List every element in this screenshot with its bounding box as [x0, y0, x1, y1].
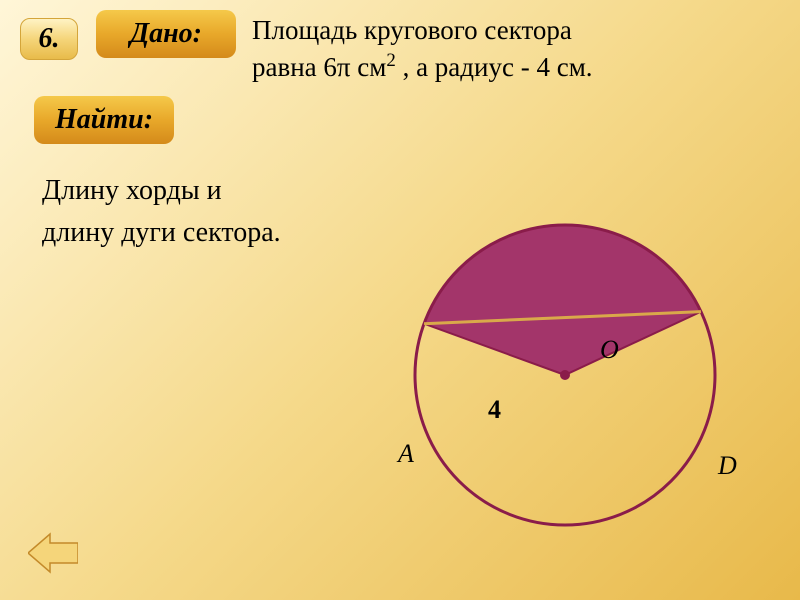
sector-fill [424, 225, 701, 375]
given-badge: Дано: [96, 10, 236, 58]
find-line1: Длину хорды и [42, 175, 222, 206]
label-r4: 4 [488, 395, 501, 424]
center-point [560, 370, 570, 380]
geometry-diagram: O A D 4 [360, 200, 770, 580]
problem-line1: Площадь кругового сектора [252, 15, 572, 45]
find-label: Найти: [55, 104, 153, 136]
label-A: A [396, 439, 414, 468]
problem-line2-post: , а радиус - 4 см. [396, 52, 593, 82]
problem-sup: 2 [386, 50, 395, 71]
find-line2: длину дуги сектора. [42, 217, 281, 248]
back-arrow-button[interactable] [28, 530, 78, 576]
given-label: Дано: [130, 18, 202, 50]
problem-number-badge: 6. [20, 18, 78, 60]
find-badge: Найти: [34, 96, 174, 144]
problem-statement: Площадь кругового сектора равна 6π см2 ,… [252, 12, 772, 86]
label-O: O [600, 335, 619, 364]
problem-line2-pre: равна 6π см [252, 52, 386, 82]
problem-number: 6. [39, 23, 60, 55]
label-D: D [717, 451, 737, 480]
find-statement: Длину хорды и длину дуги сектора. [42, 170, 372, 254]
